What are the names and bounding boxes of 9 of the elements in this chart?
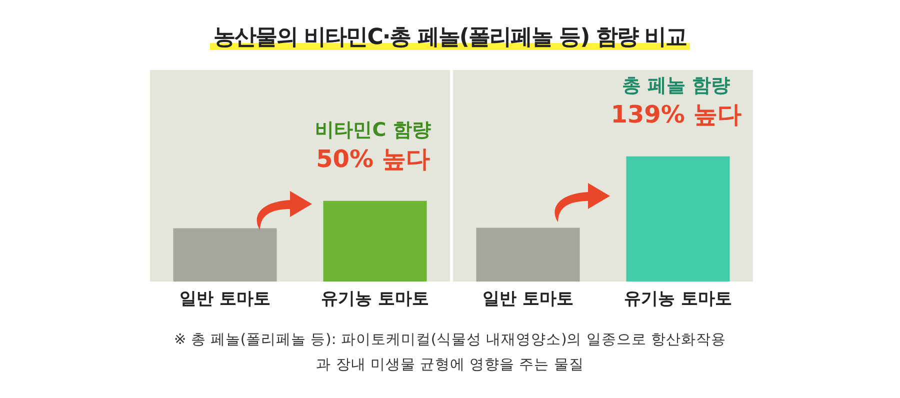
- text: 139% 높다: [610, 100, 742, 129]
- x-tick-label: 유기농 토마토: [321, 289, 429, 310]
- text: 총 페놀 함량: [622, 74, 730, 96]
- text: 50% 높다: [316, 145, 430, 174]
- text: 비타민C 함량: [315, 118, 431, 141]
- x-tick-label: 일반 토마토: [180, 289, 270, 310]
- x-tick-label: 일반 토마토: [482, 289, 574, 310]
- text: ※ 총 페놀(폴리페놀 등): 파이토케미컬(식물성 내재영양소)의 일종으로 항산화작용과 장내 미생물 균형에 영향을 주는 물질: [173, 331, 727, 375]
- x-tick-label: 유기농 토마토: [624, 289, 732, 310]
